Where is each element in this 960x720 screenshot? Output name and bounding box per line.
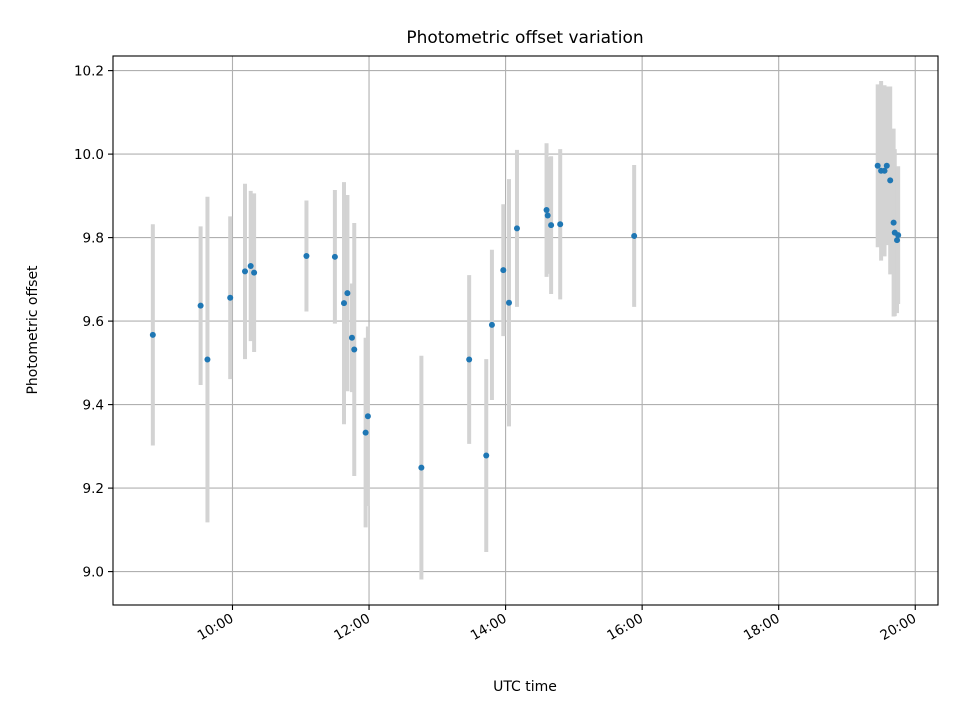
data-point	[506, 299, 512, 306]
y-tick-label: 9.4	[83, 398, 104, 414]
y-axis-label: Photometric offset	[25, 265, 41, 395]
data-point	[631, 232, 638, 239]
chart-title: Photometric offset variation	[406, 28, 643, 48]
data-point	[881, 167, 888, 174]
data-point	[227, 294, 234, 301]
x-axis-label: UTC time	[493, 679, 557, 695]
data-point	[513, 225, 520, 232]
data-point	[351, 346, 358, 353]
data-point	[331, 253, 338, 260]
y-tick-label: 9.6	[83, 314, 104, 330]
data-point	[544, 212, 551, 219]
data-point	[883, 162, 890, 169]
data-point	[557, 221, 564, 228]
data-point	[895, 232, 902, 239]
data-point	[364, 413, 371, 420]
data-point	[887, 177, 894, 184]
data-point	[149, 331, 156, 338]
data-point	[890, 219, 897, 226]
data-point	[543, 207, 550, 214]
data-point	[251, 269, 258, 276]
y-tick-label: 10.0	[74, 147, 104, 163]
data-point	[242, 268, 248, 275]
data-points	[149, 162, 902, 471]
data-point	[247, 262, 254, 269]
data-point	[341, 300, 347, 307]
data-point	[548, 222, 555, 229]
data-point	[466, 356, 473, 363]
plot-area	[113, 56, 938, 605]
data-point	[894, 237, 901, 244]
data-point	[362, 429, 369, 436]
y-tick-label: 9.0	[83, 565, 104, 581]
y-tick-label: 9.8	[83, 231, 104, 247]
data-point	[488, 321, 495, 328]
data-point	[874, 162, 881, 169]
y-axis: 9.0 9.2 9.4 9.6 9.8 10.0 10.2	[74, 64, 113, 581]
data-point	[303, 252, 310, 259]
data-point	[483, 452, 490, 459]
y-tick-label: 10.2	[74, 64, 104, 80]
data-point	[500, 267, 507, 274]
data-point	[204, 356, 211, 363]
y-tick-label: 9.2	[83, 481, 104, 497]
plot-frame	[112, 55, 939, 606]
data-point	[197, 302, 204, 309]
data-point	[348, 334, 355, 341]
data-point	[344, 290, 351, 297]
data-point	[418, 464, 425, 471]
